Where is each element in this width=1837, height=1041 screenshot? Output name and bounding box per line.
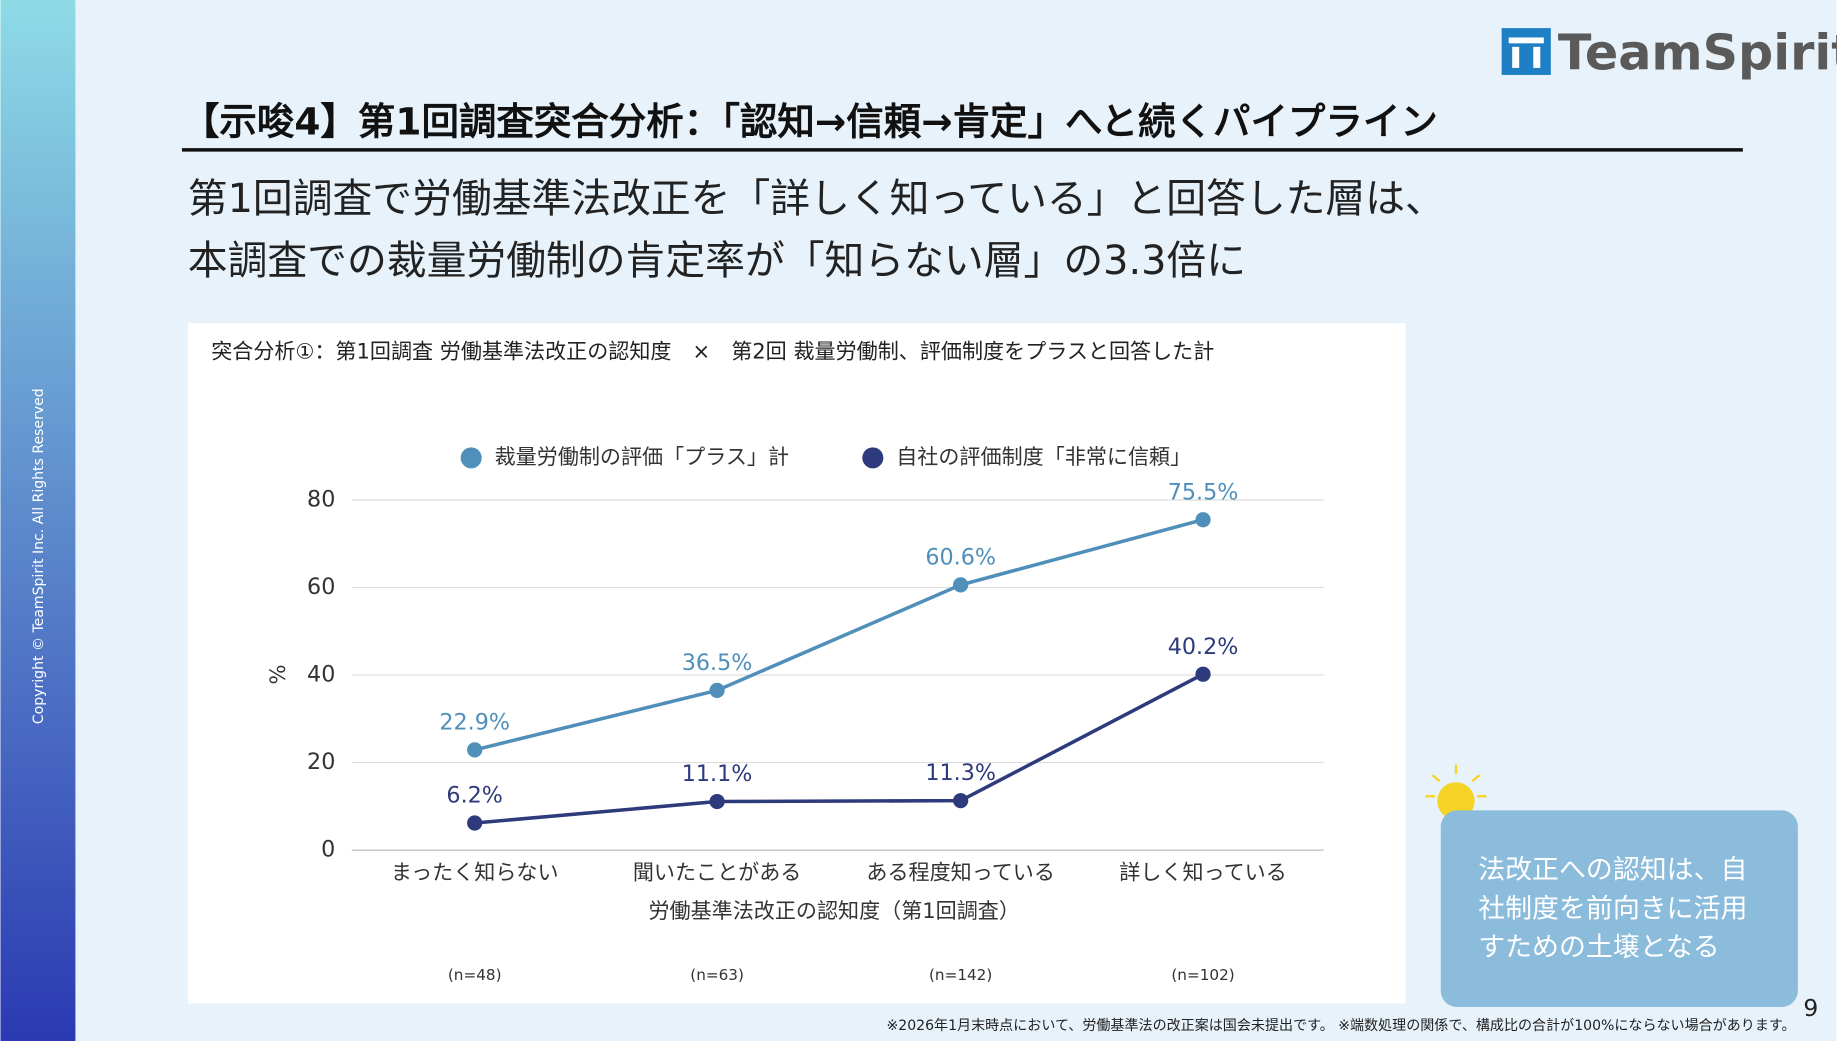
y-tick-label: 0 (321, 837, 335, 863)
data-point (709, 682, 725, 698)
data-point (1195, 512, 1211, 528)
sidebar (0, 0, 76, 1041)
legend-label: 自社の評価制度「非常に信頼」 (896, 444, 1191, 469)
slide-title: 【示唆4】第1回調査突合分析：「認知→信頼→肯定」へと続くパイプライン (182, 100, 1438, 144)
data-point (709, 793, 725, 810)
y-tick-label: 60 (307, 574, 335, 600)
x-tick-label: 聞いたことがある (633, 860, 802, 885)
y-axis-label: % (265, 664, 290, 684)
x-tick-label: ある程度知っている (866, 860, 1055, 885)
data-point (1195, 666, 1211, 682)
callout-box (1440, 810, 1798, 1008)
copyright: Copyright © TeamSpirit Inc. All Rights R… (31, 388, 47, 724)
data-point (953, 793, 969, 809)
x-tick-label: まったく知らない (391, 860, 559, 885)
callout-text: すための土壌となる (1478, 932, 1720, 963)
callout-text: 法改正への認知は、自 (1478, 855, 1747, 886)
data-point (953, 577, 969, 593)
data-label: 6.2% (446, 783, 503, 809)
sample-size: (n=48) (448, 966, 502, 984)
legend-swatch (460, 447, 482, 469)
footnote: ※2026年1月末時点において、労働基準法の改正案は国会未提出です。 ※端数処理… (887, 1017, 1796, 1034)
y-tick-label: 20 (307, 749, 335, 775)
data-label: 11.3% (925, 760, 996, 786)
page-number: 9 (1803, 994, 1818, 1022)
plot: 0 20 40 60 80% まったく知らない (n=48) 聞いたことがある (n=63) ある… (265, 444, 1324, 984)
data-label: 11.1% (682, 761, 753, 787)
series-line (474, 518, 1204, 752)
data-label: 60.6% (925, 544, 996, 570)
data-label: 75.5% (1168, 479, 1239, 505)
x-tick-label: 詳しく知っている (1119, 860, 1286, 885)
data-point (467, 742, 483, 758)
y-tick-label: 80 (307, 487, 335, 513)
sample-size: (n=142) (929, 966, 992, 984)
chart-title: 突合分析①：第1回調査 労働基準法改正の認知度 × 第2回 裁量労働制、評価制度… (211, 338, 1214, 363)
sample-size: (n=102) (1171, 966, 1234, 984)
legend-label: 裁量労働制の評価「プラス」計 (495, 444, 789, 469)
data-label: 36.5% (682, 650, 753, 676)
data-label: 22.9% (439, 709, 510, 735)
headline: 本調査での裁量労働制の肯定率が「知らない層」の3.3倍に (188, 238, 1246, 284)
data-point (467, 815, 483, 831)
y-tick-label: 40 (307, 662, 335, 688)
callout-text: 社制度を前向きに活用 (1478, 893, 1747, 924)
data-label: 40.2% (1168, 634, 1239, 660)
logo-icon (1501, 28, 1551, 75)
x-axis-label: 労働基準法改正の認知度（第1回調査） (648, 898, 1019, 923)
logo-text: TeamSpirit (1558, 24, 1837, 82)
series-line (474, 672, 1204, 825)
legend-swatch (862, 447, 884, 469)
headline: 第1回調査で労働基準法改正を「詳しく知っている」と回答した層は、 (188, 176, 1445, 222)
chart-panel (187, 323, 1406, 1004)
sample-size: (n=63) (690, 966, 744, 984)
